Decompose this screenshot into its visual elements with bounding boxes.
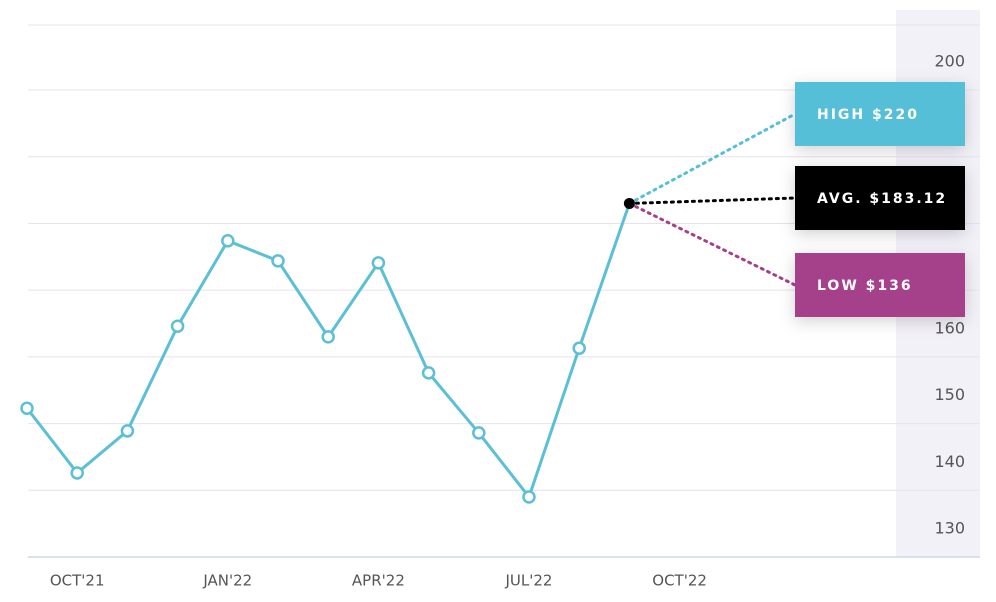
x-tick-label: JUL'22 (505, 572, 553, 590)
line (25, 202, 631, 499)
point (20, 401, 34, 415)
y-tick-label: 150 (934, 385, 965, 404)
y-tick-label: 140 (934, 452, 965, 471)
tag-label: LOW $136 (817, 278, 913, 294)
y-tick-label: 160 (934, 318, 965, 337)
tag-box (795, 166, 965, 230)
point (321, 330, 335, 344)
x-tick-label: APR'22 (352, 572, 405, 590)
point (70, 466, 84, 480)
point (421, 366, 436, 380)
tag-box (795, 82, 965, 146)
connector (627, 201, 797, 287)
x-tick-label: JAN'22 (202, 572, 252, 590)
x-tick-label: OCT'22 (652, 572, 707, 590)
point (371, 256, 386, 270)
point (472, 426, 486, 440)
point (623, 197, 635, 209)
y-tick-label: 130 (934, 519, 965, 538)
point (572, 341, 586, 355)
tag-label: HIGH $220 (817, 107, 919, 123)
tag-label: AVG. $183.12 (817, 191, 947, 207)
point (522, 490, 536, 504)
point (271, 254, 285, 268)
x-tick-label: OCT'21 (50, 572, 105, 590)
point (120, 424, 135, 438)
connector (627, 196, 797, 205)
point (221, 234, 235, 248)
y-tick-label: 200 (934, 52, 965, 71)
point (170, 319, 185, 333)
tag-box (795, 253, 965, 317)
connector (627, 112, 797, 205)
